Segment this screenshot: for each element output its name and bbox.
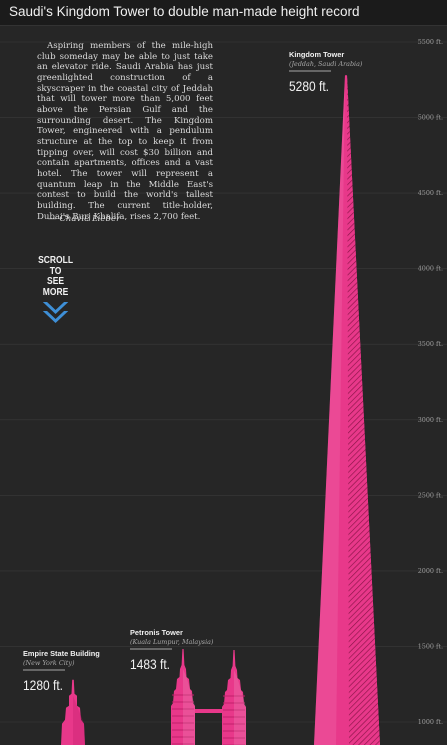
scroll-label-line-1: SCROLL TO: [38, 255, 74, 277]
y-tick-label: 1000 ft.: [418, 718, 443, 726]
y-tick-label: 4000 ft.: [418, 265, 443, 273]
series-location-label: (New York City): [23, 659, 75, 667]
y-tick-label: 4500 ft.: [418, 189, 443, 197]
intro-paragraph: Aspiring members of the mile-high club s…: [37, 41, 213, 222]
y-tick-label: 2000 ft.: [418, 567, 443, 575]
data-label: 1280 ft.: [23, 677, 63, 693]
y-tick-label: 3000 ft.: [418, 416, 443, 424]
scroll-to-see-more-button[interactable]: SCROLL TO SEE MORE: [36, 255, 75, 324]
series-name-label: Kingdom Tower: [289, 50, 344, 59]
series-location-label: (Kuala Lumpur, Malaysia): [130, 638, 214, 646]
annotation-empire-state-building: Empire State Building(New York City) 1280…: [23, 649, 100, 693]
series-name-label: Empire State Building: [23, 649, 100, 658]
y-tick-label: 1500 ft.: [418, 642, 443, 650]
y-tick-label: 2500 ft.: [418, 491, 443, 499]
y-tick-label: 5500 ft.: [418, 38, 443, 46]
annotation-kingdom-tower: Kingdom Tower(Jeddah, Saudi Arabia) 5280 …: [289, 50, 363, 94]
byline: — Chavie Lieber: [48, 214, 121, 224]
bar-petronas-tower-2: [222, 650, 246, 745]
y-tick-label: 3500 ft.: [418, 340, 443, 348]
petronas-skybridge: [195, 709, 222, 714]
annotation-petronis-tower: Petronis Tower(Kuala Lumpur, Malaysia) 14…: [130, 628, 214, 672]
series-location-label: (Jeddah, Saudi Arabia): [289, 60, 363, 68]
bar-empire-state-building: [61, 679, 85, 745]
data-label: 1483 ft.: [130, 656, 170, 672]
page-title: Saudi's Kingdom Tower to double man-made…: [0, 0, 447, 26]
bar-petronas-tower-1: [171, 649, 195, 745]
double-chevron-down-icon: [42, 302, 69, 323]
bar-kingdom-tower: [314, 75, 380, 745]
y-tick-label: 5000 ft.: [418, 114, 443, 122]
series-name-label: Petronis Tower: [130, 628, 183, 637]
data-label: 5280 ft.: [289, 78, 329, 94]
scroll-label-line-2: SEE MORE: [42, 276, 69, 298]
